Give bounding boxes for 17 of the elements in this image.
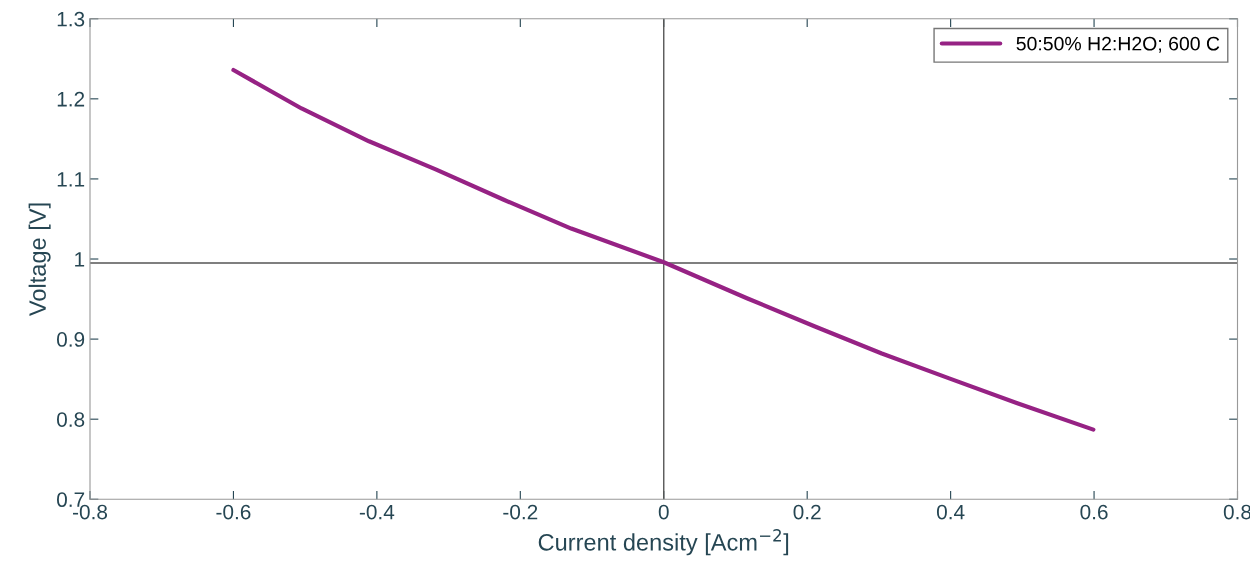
y-tick-label: 1 bbox=[75, 252, 85, 267]
x-tick-label: -0.2 bbox=[503, 504, 538, 520]
x-tick-label: 0 bbox=[658, 504, 669, 520]
line-series bbox=[231, 67, 1096, 432]
y-axis-title: Voltage [V] bbox=[28, 203, 51, 317]
x-tick-label: -0.4 bbox=[359, 504, 395, 520]
x-tick-label: 0.2 bbox=[793, 504, 821, 520]
y-tick-label: 1.1 bbox=[57, 172, 85, 187]
x-axis-title: Current density [Acm$^{−2}$] bbox=[538, 529, 789, 556]
y-tick-label: 1.2 bbox=[57, 91, 85, 107]
legend-label: 50:50% H2:H2O; 600 C bbox=[1016, 36, 1220, 53]
y-tick-label: 0.8 bbox=[56, 412, 85, 427]
y-tick-label: 0.9 bbox=[56, 332, 85, 347]
x-tick-label: 0.6 bbox=[1080, 504, 1108, 520]
x-tick-label: -0.6 bbox=[216, 504, 251, 520]
x-tick-label: 0.4 bbox=[936, 504, 965, 520]
y-tick-label: 1.3 bbox=[57, 11, 85, 27]
